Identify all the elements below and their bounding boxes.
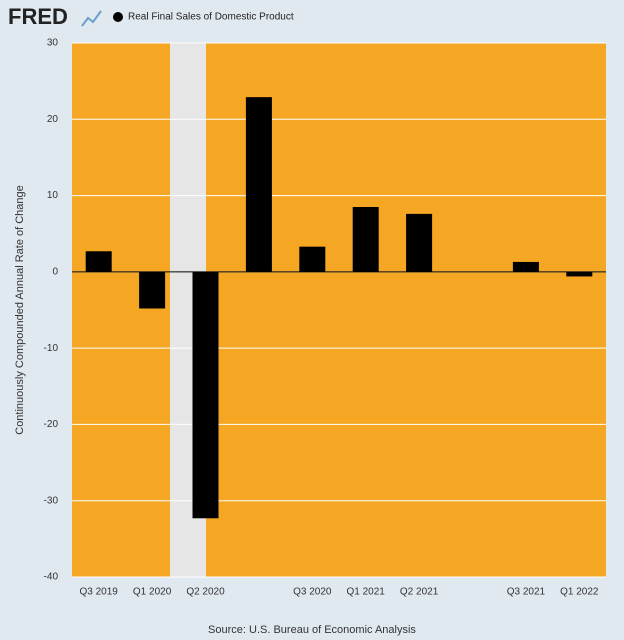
y-tick-label: 20 [47,114,59,125]
x-tick-label: Q3 2021 [507,587,546,598]
bar [139,271,166,309]
logo-icon [81,10,102,27]
x-tick-label: Q1 2020 [133,587,172,598]
logo: FRED [8,4,68,29]
y-tick-label: 30 [47,38,59,49]
bar [566,271,593,277]
bar [512,261,539,272]
y-tick-label: 0 [52,266,58,277]
bar [352,207,379,272]
x-tick-label: Q2 2021 [400,587,439,598]
y-tick-label: -30 [44,495,59,506]
plot-area [72,43,606,577]
source: Source: U.S. Bureau of Economic Analysis [208,624,416,636]
y-tick-label: -20 [44,419,59,430]
y-tick-label: -40 [44,572,59,583]
y-tick-label: 10 [47,190,59,201]
bar [406,213,433,272]
x-tick-label: Q3 2019 [80,587,119,598]
bar [299,246,326,272]
legend-label: Real Final Sales of Domestic Product [128,12,294,23]
bar [192,271,219,519]
x-tick-label: Q1 2022 [560,587,599,598]
legend-marker [113,12,123,22]
bar [85,251,112,272]
y-axis-label: Continuously Compounded Annual Rate of C… [14,185,26,435]
y-tick-label: -10 [44,343,59,354]
x-tick-label: Q3 2020 [293,587,332,598]
bar [245,97,272,272]
x-tick-label: Q2 2020 [186,587,225,598]
x-tick-label: Q1 2021 [347,587,386,598]
